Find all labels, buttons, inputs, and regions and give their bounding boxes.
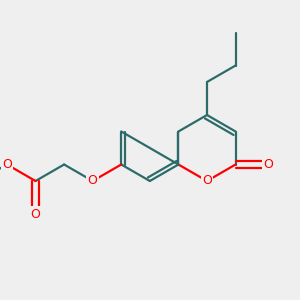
Text: O: O (31, 208, 40, 220)
Text: O: O (202, 175, 212, 188)
Text: O: O (88, 175, 98, 188)
Text: O: O (2, 158, 12, 171)
Text: O: O (264, 158, 274, 171)
